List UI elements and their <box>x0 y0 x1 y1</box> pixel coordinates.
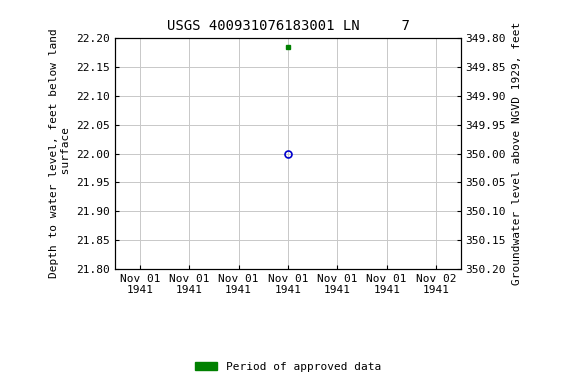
Y-axis label: Groundwater level above NGVD 1929, feet: Groundwater level above NGVD 1929, feet <box>511 22 522 285</box>
Legend: Period of approved data: Period of approved data <box>191 358 385 377</box>
Y-axis label: Depth to water level, feet below land
 surface: Depth to water level, feet below land su… <box>50 29 71 278</box>
Title: USGS 400931076183001 LN     7: USGS 400931076183001 LN 7 <box>166 19 410 33</box>
